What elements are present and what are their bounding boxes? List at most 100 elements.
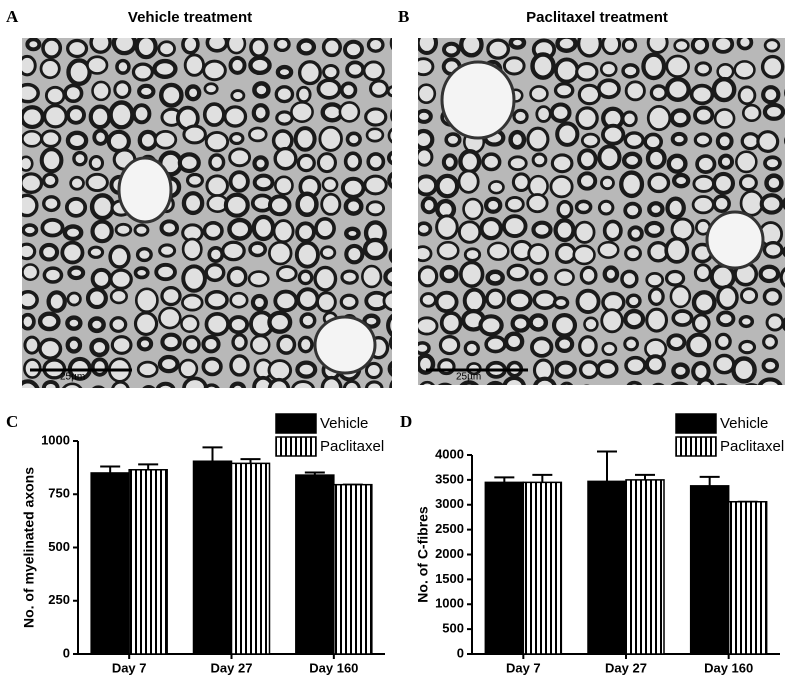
panel-label: A: [6, 7, 19, 26]
fibre: [111, 380, 130, 388]
fibre: [299, 312, 317, 329]
fibre: [505, 195, 525, 213]
fibre: [711, 171, 736, 195]
fibre: [65, 336, 83, 354]
fibre: [531, 220, 553, 239]
fibre: [41, 38, 63, 59]
fibre: [549, 102, 572, 123]
fibre: [202, 59, 227, 82]
fibre: [502, 56, 526, 76]
fibre: [458, 149, 482, 175]
panel-title: Vehicle treatment: [128, 9, 252, 26]
fibre: [294, 240, 320, 269]
fibre: [41, 172, 59, 189]
fibre: [670, 131, 688, 147]
fibre: [22, 82, 40, 104]
vessel: [440, 60, 516, 140]
fibre: [486, 241, 510, 261]
fibre: [88, 104, 112, 130]
fibre: [39, 58, 61, 80]
fibre: [715, 383, 728, 385]
fibre: [664, 77, 691, 102]
fibre: [487, 180, 505, 195]
fibre: [649, 84, 668, 102]
fibre: [501, 214, 528, 239]
fibre: [664, 236, 690, 264]
panel-label: C: [6, 412, 18, 431]
fibre: [72, 150, 88, 167]
fibre: [713, 353, 736, 375]
fibre: [463, 247, 482, 262]
fibre: [204, 312, 230, 337]
fibre: [731, 356, 757, 384]
fibre: [645, 307, 669, 333]
fibre: [85, 172, 109, 193]
fibre: [764, 173, 784, 193]
fibre: [63, 83, 84, 104]
bar: [295, 474, 335, 655]
fibre: [131, 103, 152, 125]
fibre: [364, 361, 383, 380]
fibre: [535, 105, 552, 123]
fibre: [418, 341, 431, 356]
fibre: [577, 171, 598, 191]
fibre: [201, 356, 223, 377]
fibre: [621, 63, 640, 79]
fibre: [44, 85, 66, 106]
fibre: [434, 290, 459, 314]
fibre: [22, 242, 37, 261]
fibre: [762, 334, 778, 350]
fibre: [202, 220, 224, 241]
fibre: [204, 130, 230, 153]
fibre: [25, 38, 42, 52]
fibre: [386, 313, 392, 338]
fibre: [61, 382, 83, 388]
fibre: [66, 38, 89, 59]
fibre: [577, 83, 602, 106]
fibre: [182, 376, 208, 388]
fibre: [203, 82, 219, 95]
fibre: [271, 129, 294, 152]
x-tick-label: Day 27: [605, 660, 647, 675]
fibre: [388, 335, 392, 350]
fibre: [532, 289, 558, 310]
fibre: [690, 38, 710, 55]
fibre: [157, 354, 180, 374]
fibre: [756, 130, 780, 153]
fibre: [599, 61, 618, 77]
micrograph: [418, 38, 785, 385]
fibre: [85, 287, 108, 310]
fibre: [647, 201, 665, 218]
fibre: [572, 244, 596, 266]
fibre: [153, 130, 178, 150]
fibre: [623, 336, 639, 352]
fibre: [712, 38, 735, 54]
fibre: [457, 220, 482, 244]
fibre: [526, 126, 550, 152]
fibre: [228, 147, 252, 168]
fibre: [343, 151, 363, 172]
bar: [128, 469, 168, 655]
fibre: [462, 287, 487, 314]
fibre: [273, 146, 298, 171]
fibre: [625, 293, 642, 309]
fibre: [696, 377, 715, 385]
bar: [484, 481, 525, 655]
fibre: [644, 354, 666, 375]
fibre: [386, 150, 392, 166]
fibre: [511, 172, 531, 192]
fibre: [108, 100, 135, 130]
fibre: [437, 358, 456, 376]
fibre: [22, 290, 39, 310]
fibre: [669, 108, 691, 128]
fibre: [502, 375, 526, 385]
fibre: [110, 335, 133, 355]
fibre: [297, 60, 322, 86]
fibre: [207, 245, 225, 263]
fibre: [69, 175, 85, 191]
fibre: [757, 377, 783, 385]
fibre: [437, 382, 453, 385]
fibre: [362, 237, 388, 261]
y-tick-label: 2000: [435, 546, 464, 561]
fibre: [251, 103, 270, 123]
